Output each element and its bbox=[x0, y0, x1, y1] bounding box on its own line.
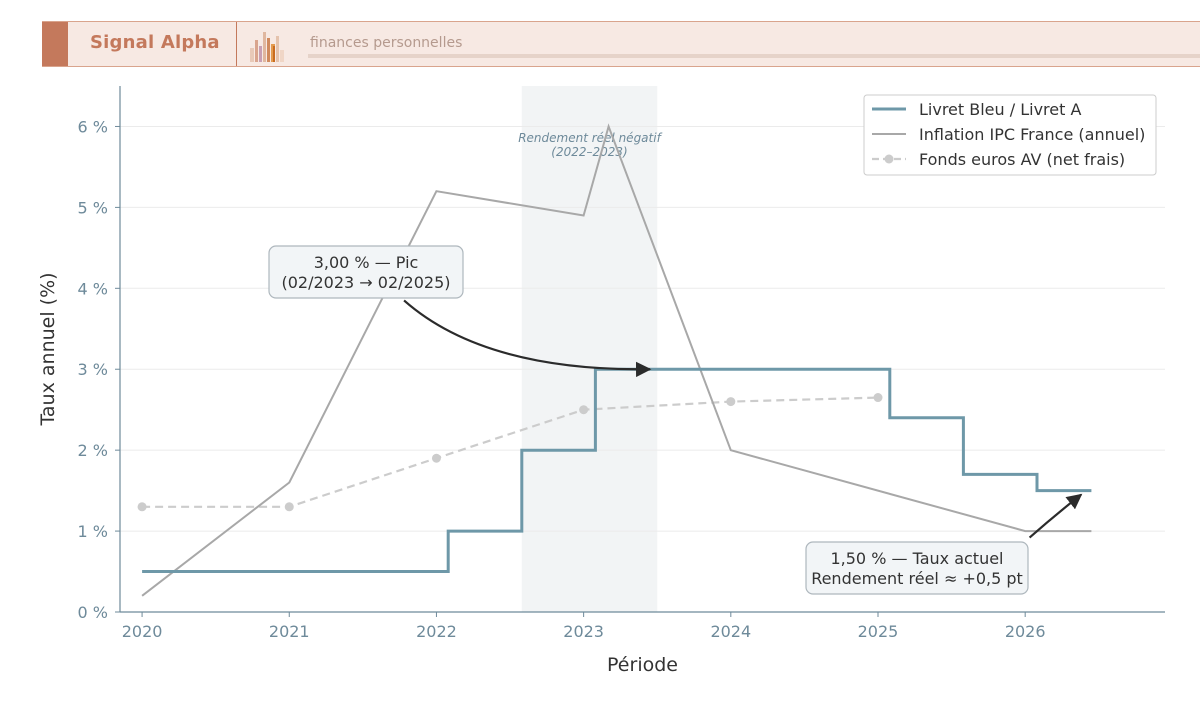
annotation-line2: (02/2023 → 02/2025) bbox=[282, 273, 451, 292]
legend-label: Inflation IPC France (annuel) bbox=[919, 125, 1145, 144]
brand-name: Signal Alpha bbox=[90, 32, 220, 53]
data-point bbox=[726, 397, 736, 407]
x-tick-label: 2021 bbox=[269, 622, 310, 641]
shaded-region-sublabel: (2022–2023) bbox=[551, 145, 627, 159]
data-point bbox=[873, 393, 883, 403]
x-tick-label: 2026 bbox=[1005, 622, 1046, 641]
annotation-arrow bbox=[1028, 493, 1083, 539]
data-point bbox=[431, 453, 441, 463]
series-line-2 bbox=[142, 396, 879, 508]
bar-chart-logo-icon bbox=[250, 32, 284, 62]
x-tick-label: 2022 bbox=[416, 622, 457, 641]
x-tick-label: 2024 bbox=[710, 622, 751, 641]
series-line-0 bbox=[142, 367, 1092, 573]
x-tick-label: 2020 bbox=[122, 622, 163, 641]
annotation-box bbox=[268, 245, 464, 299]
annotation-line1: 1,50 % — Taux actuel bbox=[830, 549, 1003, 568]
y-tick-label: 2 % bbox=[78, 441, 108, 460]
y-tick-label: 3 % bbox=[78, 360, 108, 379]
annotation-line2: Rendement réel ≈ +0,5 pt bbox=[811, 569, 1023, 588]
annotation-line1: 3,00 % — Pic bbox=[314, 253, 419, 272]
y-tick-label: 6 % bbox=[78, 117, 108, 136]
data-point bbox=[579, 405, 589, 415]
legend-box bbox=[863, 94, 1157, 176]
legend-label: Fonds euros AV (net frais) bbox=[919, 150, 1125, 169]
y-tick-label: 0 % bbox=[78, 603, 108, 622]
series-line-1 bbox=[141, 123, 1092, 597]
brand-tagline: finances personnelles bbox=[310, 35, 463, 51]
legend-marker bbox=[884, 154, 894, 164]
tagline-underline bbox=[308, 54, 1200, 58]
y-tick-label: 5 % bbox=[78, 198, 108, 217]
brand-swatch bbox=[42, 22, 68, 66]
x-axis-label: Période bbox=[607, 654, 678, 676]
annotation-arrow bbox=[403, 299, 652, 378]
header-separator bbox=[236, 22, 237, 66]
annotation-box bbox=[805, 541, 1029, 595]
y-tick-label: 4 % bbox=[78, 279, 108, 298]
shaded-region bbox=[521, 86, 658, 612]
y-axis-label: Taux annuel (%) bbox=[37, 272, 59, 426]
data-point bbox=[284, 502, 294, 512]
x-tick-label: 2025 bbox=[858, 622, 899, 641]
data-point bbox=[137, 502, 147, 512]
shaded-region-label: Rendement réel négatif bbox=[518, 131, 662, 145]
brand-header: Signal Alpha finances personnelles bbox=[42, 21, 1200, 67]
x-tick-label: 2023 bbox=[563, 622, 604, 641]
legend-label: Livret Bleu / Livret A bbox=[919, 100, 1081, 119]
y-tick-label: 1 % bbox=[78, 522, 108, 541]
